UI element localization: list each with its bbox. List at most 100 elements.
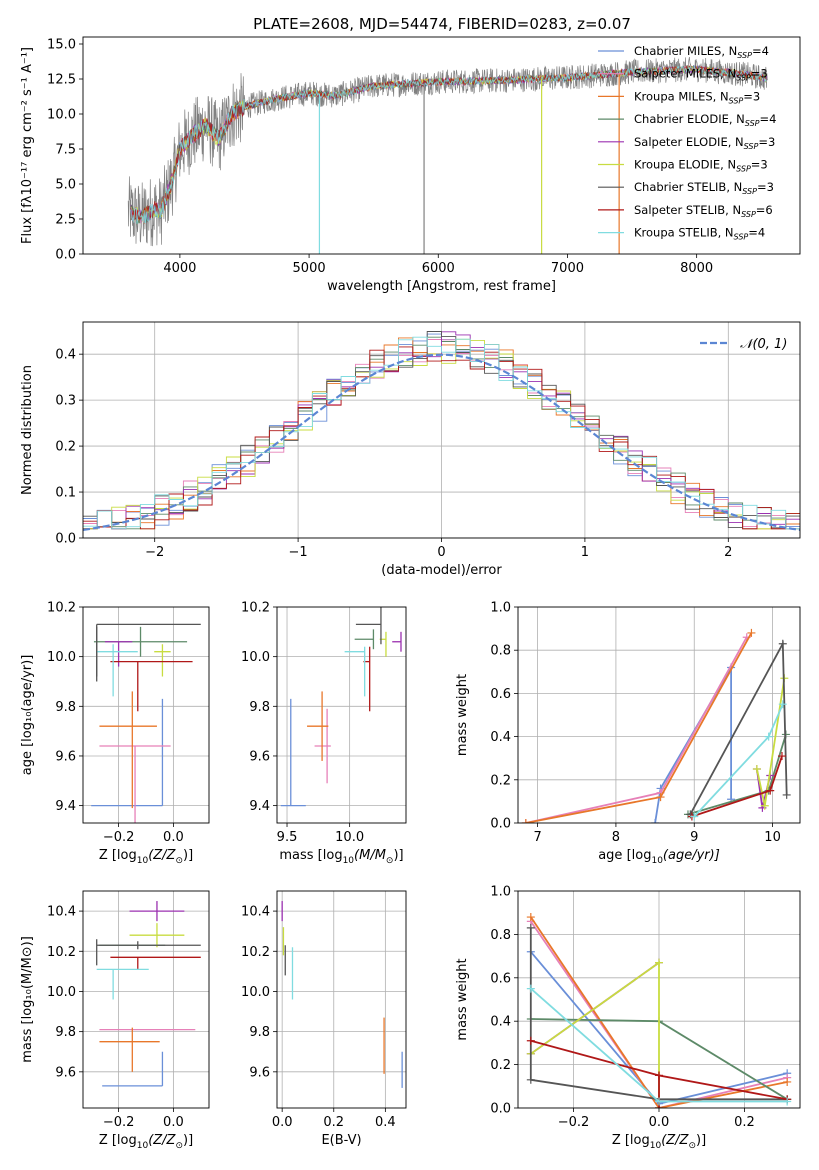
y-axis-label: mass weight xyxy=(455,674,470,756)
legend-entry-sub: SSP xyxy=(736,165,751,174)
panel-residuals: −2 −1 0 1 2 0.0 0.1 0.2 0.3 0.4 (data-model)/error… xyxy=(20,321,801,578)
x-tick-label: 9.5 xyxy=(277,830,298,845)
data-point xyxy=(344,646,366,697)
x-axis-label-part: (age/yr)] xyxy=(663,848,720,863)
y-tick-label: 0.2 xyxy=(490,773,511,788)
y-tick-label: 9.4 xyxy=(55,799,76,814)
y-tick-label: 0.4 xyxy=(55,348,76,363)
x-axis-label-part: 10 xyxy=(137,1141,149,1151)
x-tick-label: 7000 xyxy=(551,261,584,276)
y-tick-label: 2.5 xyxy=(55,213,76,228)
legend-entry-sub: SSP xyxy=(737,51,752,60)
legend-entry: Chabrier MILES, NSSP=4 xyxy=(634,44,769,60)
figure-title: PLATE=2608, MJD=54474, FIBERID=0283, z=0… xyxy=(253,15,631,33)
legend-entry: Chabrier ELODIE, NSSP=4 xyxy=(634,112,776,128)
x-tick-label: −0.2 xyxy=(103,1115,135,1130)
x-axis-label-part: age [log xyxy=(598,848,651,863)
x-tick-label: −0.2 xyxy=(558,1115,590,1130)
legend-entry-sub: SSP xyxy=(729,96,744,105)
legend-entry: Kroupa STELIB, NSSP=4 xyxy=(634,226,765,242)
plus-marker xyxy=(655,1097,663,1106)
data-point xyxy=(102,1051,164,1087)
plot-area xyxy=(277,607,406,823)
y-tick-label: 10.2 xyxy=(47,601,76,616)
y-tick-label: 0.4 xyxy=(490,1015,511,1030)
x-tick-label: 10.0 xyxy=(335,830,364,845)
legend-entry-tail: =4 xyxy=(748,226,765,240)
data-point xyxy=(96,644,138,697)
y-tick-label: 9.8 xyxy=(249,700,270,715)
x-axis-label: (data-model)/error xyxy=(381,563,502,578)
data-point xyxy=(99,691,157,809)
panel-mass-vs-ebv: 0.0 0.2 0.4 9.6 9.8 10.0 10.2 10.4 E(B-V) xyxy=(241,890,407,1148)
residual-histogram-4 xyxy=(83,331,800,530)
data-point xyxy=(96,623,201,682)
legend-entry-main: Chabrier MILES, N xyxy=(634,44,737,58)
data-point xyxy=(96,939,201,966)
plus-marker xyxy=(690,812,699,821)
data-point xyxy=(307,691,329,761)
y-tick-label: 9.6 xyxy=(249,749,270,764)
plus-marker xyxy=(760,801,769,810)
x-tick-label: 2 xyxy=(724,545,732,560)
x-tick-label: 0 xyxy=(437,545,445,560)
x-axis-label-part: (Z/Z xyxy=(661,1133,689,1148)
x-axis-label-part: (Z/Z xyxy=(148,848,176,863)
plus-marker xyxy=(526,1036,535,1045)
x-axis-label-part: ⊙ xyxy=(688,1141,696,1151)
data-point xyxy=(354,629,375,650)
axes-frame xyxy=(82,606,210,824)
x-axis-label-part: 10 xyxy=(651,856,663,866)
residual-histogram-7 xyxy=(83,346,800,530)
plus-marker xyxy=(655,1071,663,1080)
residual-histogram-8 xyxy=(83,336,800,530)
data-point xyxy=(91,698,164,807)
legend-entry-sub: SSP xyxy=(745,119,760,128)
x-axis-label-part: (M/M xyxy=(354,848,386,863)
y-tick-label: 9.4 xyxy=(249,799,270,814)
y-axis-label: Normed distribution xyxy=(20,365,35,495)
y-tick-label: 0.4 xyxy=(490,730,511,745)
plus-marker xyxy=(526,913,535,922)
x-tick-label: 8 xyxy=(612,830,620,845)
plus-marker xyxy=(782,790,791,799)
x-tick-label: 7 xyxy=(533,830,541,845)
x-tick-label: 0.2 xyxy=(323,1115,344,1130)
x-axis-label-part: mass [log xyxy=(279,848,342,863)
x-axis-label-part: 10 xyxy=(343,856,355,866)
plot-area xyxy=(518,607,800,823)
x-axis-label: E(B-V) xyxy=(321,1133,361,1148)
plot-area xyxy=(518,891,800,1108)
y-tick-label: 0.6 xyxy=(490,971,511,986)
plot-area xyxy=(83,607,209,823)
normal-curve xyxy=(83,353,800,531)
y-tick-label: 10.0 xyxy=(241,650,270,665)
x-tick-label: −1 xyxy=(289,545,308,560)
plus-marker xyxy=(526,923,535,932)
y-axis-label: age [log₁₀(age/yr)] xyxy=(20,655,35,776)
plot-area xyxy=(83,322,800,538)
y-tick-label: 0.0 xyxy=(55,248,76,263)
plus-marker xyxy=(651,819,660,823)
y-tick-label: 10.4 xyxy=(241,905,270,920)
y-tick-label: 0.0 xyxy=(55,532,76,547)
weight-line-6 xyxy=(529,927,788,1101)
data-point xyxy=(129,923,185,948)
legend-entry-main: Kroupa STELIB, N xyxy=(634,226,734,240)
y-tick-label: 10.0 xyxy=(241,985,270,1000)
panel-mass-vs-Z: −0.2 0.0 9.6 9.8 10.0 10.2 10.4 Z [log10(Z/Z⊙)]… xyxy=(20,890,210,1151)
y-tick-label: 0.0 xyxy=(490,1102,511,1117)
x-axis-label-part: ⊙ xyxy=(175,856,183,866)
y-tick-label: 0.2 xyxy=(55,440,76,455)
x-axis-label: age [log10(age/yr)] xyxy=(598,848,720,866)
y-tick-label: 10.2 xyxy=(241,945,270,960)
x-tick-label: 0.0 xyxy=(272,1115,293,1130)
y-tick-label: 0.2 xyxy=(490,1058,511,1073)
data-point xyxy=(355,607,382,645)
x-tick-label: 0.4 xyxy=(375,1115,396,1130)
y-tick-label: 10.4 xyxy=(47,905,76,920)
data-point xyxy=(99,1027,160,1072)
weight-line-1 xyxy=(530,920,788,1108)
x-tick-label: 1 xyxy=(581,545,589,560)
